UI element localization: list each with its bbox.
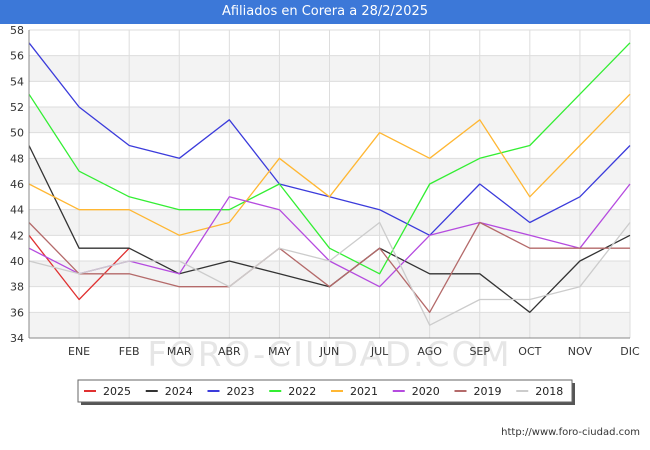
y-tick-label: 40 xyxy=(10,255,24,268)
x-tick-label: AGO xyxy=(417,345,442,358)
x-tick-label: NOV xyxy=(568,345,593,358)
x-tick-label: DIC xyxy=(620,345,640,358)
legend-box xyxy=(77,379,573,403)
x-tick-label: FEB xyxy=(119,345,140,358)
x-tick-label: ABR xyxy=(218,345,241,358)
series-line-2022 xyxy=(28,42,631,275)
y-tick-label: 34 xyxy=(10,332,24,345)
y-tick-label: 46 xyxy=(10,178,24,191)
legend-label-2024: 2024 xyxy=(165,385,193,398)
y-axis-ticks: 34 36 38 40 42 44 46 48 50 52 54 56 58 xyxy=(10,24,24,345)
legend-label-2022: 2022 xyxy=(288,385,316,398)
watermark: FORO-CIUDAD.COM xyxy=(147,335,511,375)
y-tick-label: 42 xyxy=(10,229,24,242)
legend-label-2019: 2019 xyxy=(474,385,502,398)
axes xyxy=(28,30,630,339)
x-tick-label: JUN xyxy=(319,345,340,358)
x-tick-label: MAY xyxy=(268,345,291,358)
series-line-2018 xyxy=(28,221,631,326)
legend-label-2020: 2020 xyxy=(412,385,440,398)
chart-title: Afiliados en Corera a 28/2/2025 xyxy=(0,0,650,24)
legend-label-2021: 2021 xyxy=(350,385,378,398)
y-tick-label: 50 xyxy=(10,127,24,140)
series-line-2019 xyxy=(28,221,630,313)
y-tick-label: 58 xyxy=(10,24,24,37)
series-lines xyxy=(28,42,631,326)
legend-label-2018: 2018 xyxy=(535,385,563,398)
x-axis-ticks: ENE FEB MAR ABR MAY JUN JUL AGO SEP OCT NOV DIC xyxy=(68,345,640,358)
x-tick-label: MAR xyxy=(167,345,192,358)
y-tick-label: 54 xyxy=(10,75,24,88)
y-tick-label: 36 xyxy=(10,306,24,319)
y-tick-label: 56 xyxy=(10,50,24,63)
y-tick-label: 38 xyxy=(10,281,24,294)
legend: 2025 2024 2023 2022 2021 2020 2019 2018 xyxy=(77,379,575,405)
y-tick-label: 44 xyxy=(10,204,24,217)
legend-label-2023: 2023 xyxy=(227,385,255,398)
series-line-2021 xyxy=(28,93,631,236)
x-tick-label: OCT xyxy=(518,345,541,358)
footer-url: http://www.foro-ciudad.com xyxy=(501,427,640,438)
x-tick-label: SEP xyxy=(469,345,490,358)
x-tick-label: ENE xyxy=(68,345,90,358)
x-tick-label: JUL xyxy=(370,345,389,358)
y-tick-label: 52 xyxy=(10,101,24,114)
y-tick-label: 48 xyxy=(10,152,24,165)
legend-label-2025: 2025 xyxy=(103,385,131,398)
